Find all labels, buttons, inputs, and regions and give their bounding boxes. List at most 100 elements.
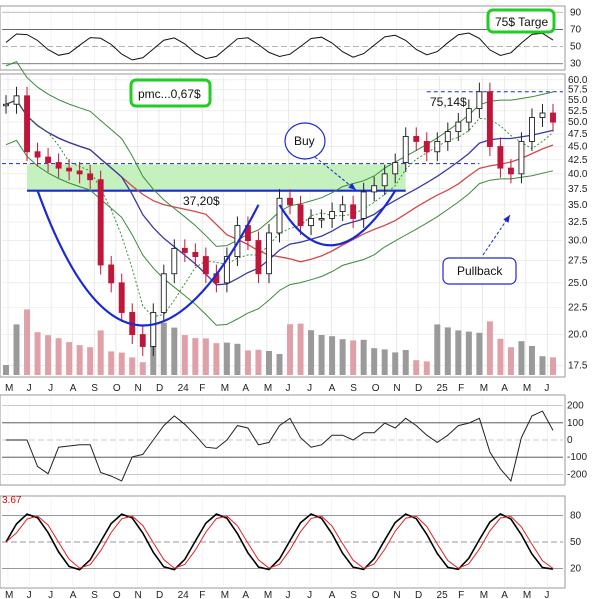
volume-bar <box>402 350 409 375</box>
volume-bar <box>45 335 52 375</box>
month-tick-label: A <box>501 590 508 599</box>
volume-bar <box>255 349 262 375</box>
prior-high-label: 75,14$ <box>430 95 467 109</box>
month-tick-label: S <box>91 590 98 599</box>
price-tick-label: 45.0 <box>568 142 588 153</box>
volume-bar <box>434 324 441 375</box>
month-tick-label: M <box>480 383 488 394</box>
candle-body <box>45 156 52 163</box>
candle-body <box>350 204 357 219</box>
volume-bar <box>234 343 241 375</box>
month-tick-label: M <box>221 383 229 394</box>
candle-body <box>266 232 272 275</box>
month-tick-label: M <box>5 383 13 394</box>
month-tick-label: M <box>480 590 488 599</box>
month-tick-label: J <box>544 383 549 394</box>
volume-bar <box>455 330 462 375</box>
candle-body <box>287 197 293 206</box>
rsi-last-value: 3.67 <box>2 495 22 506</box>
month-tick-label: J <box>286 383 291 394</box>
volume-bar <box>381 349 388 375</box>
candle-body <box>108 264 115 284</box>
target-highlight-box <box>486 8 556 34</box>
rsi-tick-label: 70 <box>570 24 582 35</box>
month-tick-label: O <box>372 383 380 394</box>
month-tick-label: J <box>307 590 312 599</box>
volume-bar <box>129 357 136 375</box>
month-tick-label: J <box>286 590 291 599</box>
volume-bar <box>287 324 294 375</box>
momentum-tick-label: -200 <box>567 469 587 480</box>
month-tick-label: A <box>242 383 249 394</box>
volume-bar <box>24 309 31 375</box>
support-level-label: 37,20$ <box>183 194 220 208</box>
candle-body <box>13 95 20 105</box>
month-tick-label: D <box>415 590 422 599</box>
volume-bar <box>192 338 199 375</box>
volume-bar <box>139 362 146 375</box>
candle-body <box>550 112 556 123</box>
volume-bar <box>539 356 546 375</box>
volume-bar <box>66 342 73 375</box>
month-tick-label: O <box>113 590 121 599</box>
candle-body <box>507 167 514 175</box>
month-tick-label: O <box>372 590 380 599</box>
price-tick-label: 20.0 <box>568 330 588 341</box>
stochastic-tick-label: 80 <box>570 511 582 522</box>
volume-bar <box>465 331 472 375</box>
volume-bar <box>76 345 83 375</box>
candle-body <box>181 247 188 253</box>
candle-layer <box>3 82 556 356</box>
candle-body <box>339 204 346 212</box>
candle-body <box>66 167 73 172</box>
candle-body <box>455 121 462 133</box>
candle-body <box>3 103 9 107</box>
pmc-label: pmc...0,67$ <box>138 87 201 101</box>
month-tick-label: M <box>523 383 531 394</box>
candle-body <box>97 179 104 266</box>
candle-body <box>318 218 325 221</box>
month-tick-label: S <box>350 383 357 394</box>
volume-bar <box>371 348 378 375</box>
pullback-label: Pullback <box>457 264 503 278</box>
price-tick-label: 27.5 <box>568 256 588 267</box>
month-tick-label: A <box>70 590 77 599</box>
month-tick-label: 24 <box>178 590 190 599</box>
month-tick-label: F <box>199 383 205 394</box>
price-tick-label: 57.5 <box>568 85 588 96</box>
candle-body <box>139 334 146 347</box>
month-tick-label: J <box>27 383 32 394</box>
volume-layer <box>3 309 556 375</box>
stochastic-tick-label: 20 <box>570 563 582 574</box>
volume-bar <box>339 339 346 375</box>
candle-body <box>150 312 157 347</box>
month-tick-label: F <box>458 590 464 599</box>
volume-bar <box>97 330 104 375</box>
price-tick-label: 22.5 <box>568 302 588 313</box>
target-label: 75$ Targe <box>495 15 548 29</box>
month-tick-label: J <box>307 383 312 394</box>
volume-bar <box>350 340 357 375</box>
volume-bar <box>297 323 304 375</box>
line-layer <box>5 32 554 571</box>
month-tick-label: M <box>5 590 13 599</box>
volume-bar <box>87 347 94 375</box>
volume-bar <box>213 343 220 375</box>
price-tick-label: 25.0 <box>568 278 588 289</box>
rsi-tick-label: 50 <box>570 42 582 53</box>
candle-body <box>171 247 178 275</box>
month-tick-label: D <box>415 383 422 394</box>
momentum-tick-label: 100 <box>567 418 584 429</box>
month-tick-label: A <box>329 590 336 599</box>
month-tick-label: M <box>523 590 531 599</box>
month-tick-label: N <box>134 383 141 394</box>
volume-bar <box>476 332 483 375</box>
month-tick-label: A <box>329 383 336 394</box>
month-tick-label: S <box>350 590 357 599</box>
candle-body <box>360 191 367 219</box>
month-tick-label: A <box>242 590 249 599</box>
stochastic-k-line <box>5 512 554 571</box>
candle-body <box>76 170 83 175</box>
volume-bar <box>360 339 367 375</box>
